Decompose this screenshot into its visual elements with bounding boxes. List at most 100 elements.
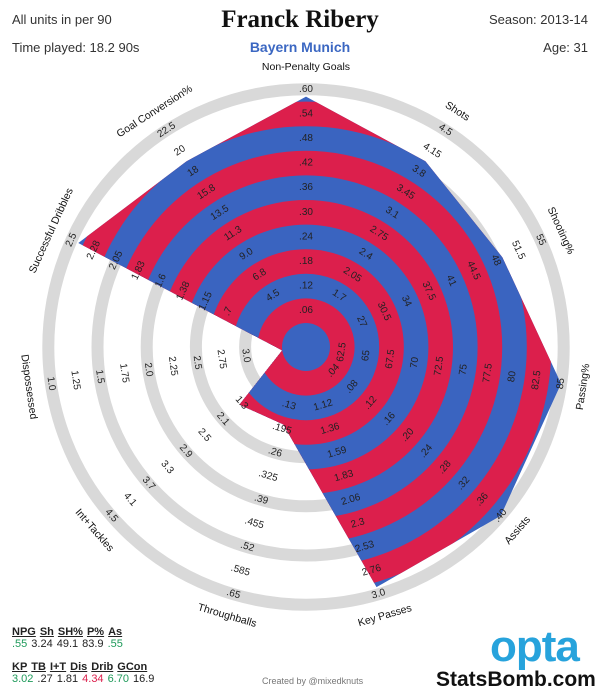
stat-header: GCon <box>117 661 148 673</box>
stat-value: 4.34 <box>82 673 104 685</box>
tick-label: .585 <box>229 563 251 579</box>
stat-header: Drib <box>91 661 114 673</box>
stat-value: .27 <box>37 673 53 685</box>
stat-value: 49.1 <box>56 638 79 650</box>
ring-track <box>42 83 570 611</box>
stat-header: KP <box>12 661 28 673</box>
tick-label: 2.76 <box>361 563 383 579</box>
tick-label: 1.0 <box>44 376 57 392</box>
tick-label: 3.0 <box>370 587 387 602</box>
tick-label: 1.59 <box>326 444 348 460</box>
time-played: Time played: 18.2 90s <box>12 40 140 55</box>
axis-label: Assists <box>502 514 533 547</box>
tick-label: .30 <box>299 207 313 218</box>
stat-value: 1.81 <box>56 673 79 685</box>
tick-label: 2.25 <box>166 356 180 377</box>
stat-value: 16.9 <box>132 673 155 685</box>
tick-label: 85 <box>555 377 568 390</box>
stat-value: .55 <box>107 638 123 650</box>
tick-label: 67.5 <box>384 348 398 369</box>
stat-header: As <box>108 626 123 638</box>
team-name: Bayern Munich <box>249 39 351 55</box>
tick-label: 1.25 <box>68 370 82 391</box>
tick-label: 2.3 <box>350 516 367 531</box>
stat-header: I+T <box>49 661 67 673</box>
tick-label: 1.36 <box>319 421 341 437</box>
tick-label: 2.5 <box>195 426 213 444</box>
tick-label: .54 <box>299 108 313 119</box>
opta-logo: opta <box>490 622 580 671</box>
tick-label: .325 <box>257 468 279 484</box>
stat-value: 6.70 <box>107 673 129 685</box>
axis-label: Passing% <box>574 363 593 411</box>
tick-label: 62.5 <box>335 341 349 362</box>
tick-label: 2.06 <box>340 492 362 508</box>
tick-label: 77.5 <box>481 362 495 383</box>
tick-label: 3.3 <box>158 459 176 477</box>
tick-label: 51.5 <box>509 239 527 262</box>
stat-header: Dis <box>70 661 88 673</box>
tick-label: 4.15 <box>421 141 444 161</box>
stat-value: 3.24 <box>31 638 53 650</box>
tick-label: 2.5 <box>191 355 204 371</box>
tick-label: .39 <box>253 493 270 508</box>
tick-label: .06 <box>299 305 313 316</box>
tick-label: 82.5 <box>530 369 544 390</box>
tick-label: 70 <box>409 356 422 369</box>
axis-label: Dispossessed <box>18 354 39 421</box>
tick-label: 1.12 <box>312 397 334 413</box>
stat-header: TB <box>31 661 46 673</box>
tick-label: 55 <box>533 233 548 248</box>
stat-header: Sh <box>39 626 54 638</box>
tick-label: 27 <box>354 314 369 329</box>
tick-label: 3.0 <box>239 348 252 364</box>
tick-label: 2.0 <box>142 362 155 378</box>
tick-label: 34 <box>399 294 414 309</box>
tick-label: 1.75 <box>117 363 131 384</box>
tick-label: 41 <box>444 273 459 288</box>
axis-label: Throughballs <box>196 601 258 630</box>
axis-label: Shots <box>443 99 472 124</box>
axis-label: Non-Penalty Goals <box>262 61 350 73</box>
stat-value: 83.9 <box>82 638 104 650</box>
player-name: Franck Ribery <box>221 6 379 33</box>
stat-value: .55 <box>12 638 28 650</box>
tick-label: 72.5 <box>432 355 446 376</box>
credit-text: Created by @mixedknuts <box>262 676 364 686</box>
stat-header: SH% <box>57 626 83 638</box>
tick-label: 4.1 <box>121 491 139 509</box>
tick-label: 75 <box>457 363 470 376</box>
tick-label: .455 <box>243 515 265 531</box>
tick-label: .18 <box>299 256 313 267</box>
stats-table-row1: NPG Sh SH% P% As .55 3.24 49.1 83.9.55 <box>12 626 123 650</box>
statsbomb-logo: StatsBomb.com <box>436 668 596 691</box>
season: Season: 2013-14 <box>488 12 588 27</box>
tick-label: .24 <box>299 231 313 242</box>
tick-label: 2.75 <box>215 349 229 370</box>
tick-label: 48 <box>488 253 503 268</box>
tick-label: 20 <box>172 143 188 159</box>
tick-label: .195 <box>271 421 293 437</box>
tick-label: .65 <box>225 587 242 602</box>
tick-label: .26 <box>267 445 284 460</box>
tick-label: 1.5 <box>93 369 106 385</box>
tick-label: .52 <box>239 540 256 555</box>
tick-label: .42 <box>299 158 313 169</box>
tick-label: .36 <box>299 182 313 193</box>
stats-table-row2: KP TB I+T Dis Drib GCon 3.02.27 1.81 4.34 6.70 16… <box>12 661 154 685</box>
tick-label: 1.83 <box>333 468 355 484</box>
stat-header: NPG <box>12 626 36 638</box>
stat-header: P% <box>86 626 105 638</box>
tick-label: .13 <box>281 398 298 413</box>
age: Age: 31 <box>543 40 588 55</box>
radar-center <box>282 323 330 371</box>
tick-label: 80 <box>506 370 519 383</box>
tick-label: 65 <box>360 349 373 362</box>
tick-label: 2.53 <box>354 539 376 555</box>
tick-label: .12 <box>299 281 313 292</box>
axis-label: Key Passes <box>357 602 414 629</box>
stat-value: 3.02 <box>12 673 34 685</box>
tick-label: 2.5 <box>64 231 80 249</box>
units-note: All units in per 90 <box>12 12 112 27</box>
